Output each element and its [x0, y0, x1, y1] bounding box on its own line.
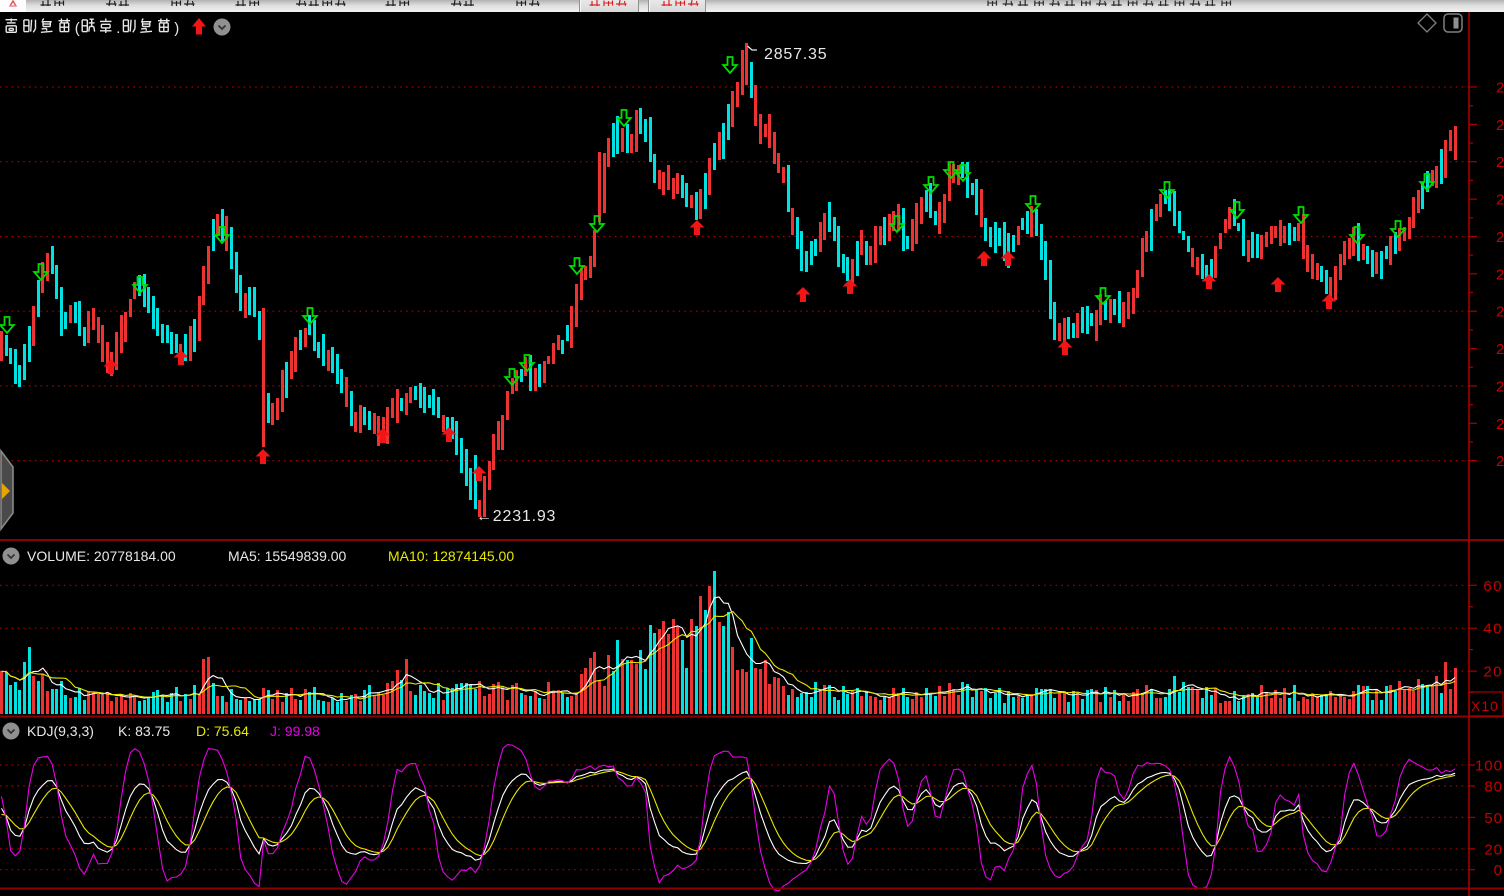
svg-text:2350: 2350 [1496, 416, 1504, 433]
svg-text:J: 99.98: J: 99.98 [270, 723, 320, 739]
svg-text:0: 0 [1494, 862, 1503, 879]
svg-text:2550: 2550 [1496, 266, 1504, 283]
svg-text:X10: X10 [1471, 698, 1499, 714]
svg-text:2700: 2700 [1496, 154, 1504, 171]
svg-text:2300: 2300 [1496, 453, 1504, 470]
svg-text:←2231.93: ←2231.93 [476, 508, 556, 525]
svg-text:100: 100 [1475, 758, 1503, 775]
svg-text:2650: 2650 [1496, 192, 1504, 209]
svg-text:2857.35: 2857.35 [764, 46, 827, 63]
svg-text:K: 83.75: K: 83.75 [118, 723, 170, 739]
svg-text:40: 40 [1483, 621, 1503, 638]
svg-text:2800: 2800 [1496, 80, 1504, 97]
svg-text:2750: 2750 [1496, 117, 1504, 134]
svg-text:2600: 2600 [1496, 229, 1504, 246]
svg-text:(: ( [75, 20, 80, 37]
svg-text:2450: 2450 [1496, 341, 1504, 358]
svg-text:KDJ(9,3,3): KDJ(9,3,3) [27, 723, 94, 739]
svg-text:2500: 2500 [1496, 304, 1504, 321]
svg-text:MA5: 15549839.00: MA5: 15549839.00 [228, 548, 347, 564]
svg-text:D: 75.64: D: 75.64 [196, 723, 249, 739]
svg-text:.: . [116, 20, 120, 37]
svg-text:20: 20 [1483, 664, 1503, 681]
svg-text:60: 60 [1483, 578, 1503, 595]
svg-text:): ) [174, 20, 179, 37]
svg-text:2400: 2400 [1496, 378, 1504, 395]
svg-text:20: 20 [1484, 841, 1503, 858]
svg-text:MA10: 12874145.00: MA10: 12874145.00 [388, 548, 514, 564]
svg-text:80: 80 [1484, 778, 1503, 795]
svg-text:50: 50 [1484, 810, 1503, 827]
svg-text:VOLUME: 20778184.00: VOLUME: 20778184.00 [27, 548, 176, 564]
